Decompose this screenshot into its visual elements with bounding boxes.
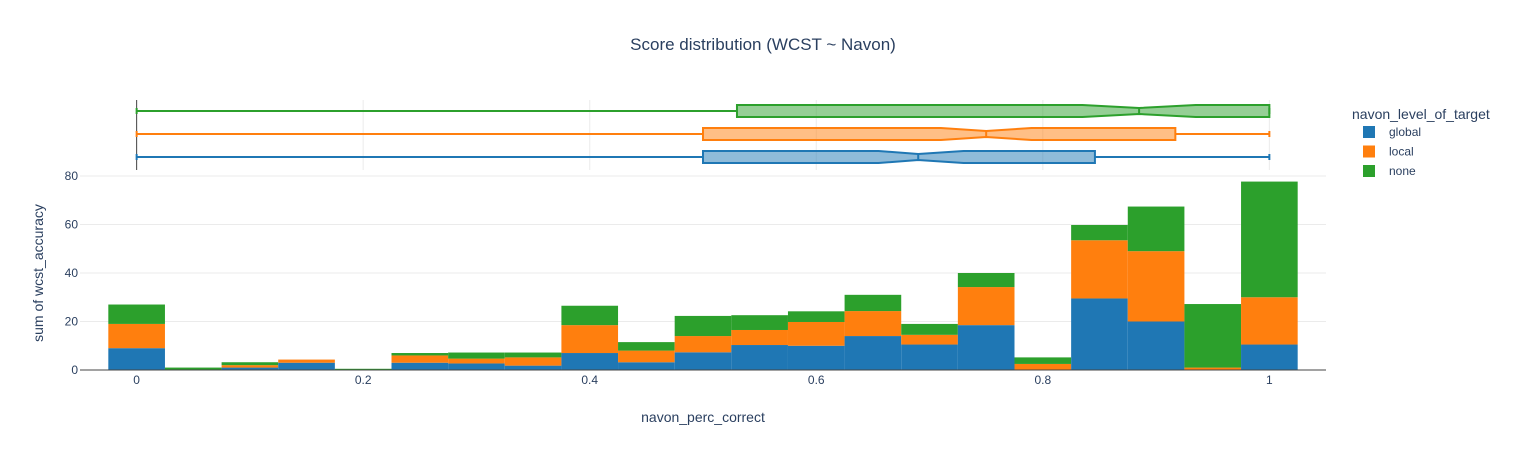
bar-local [448, 358, 505, 364]
bar-local [1184, 367, 1242, 370]
bar-local [1014, 363, 1072, 370]
boxplot-box-global [702, 150, 1096, 164]
bar-local [901, 334, 958, 345]
bar-local [278, 359, 335, 363]
bar-none [391, 353, 449, 356]
bar-none [221, 362, 279, 366]
bar-none [164, 367, 222, 370]
bar-none [787, 311, 845, 322]
bar-none [448, 352, 505, 359]
bar-none [731, 315, 788, 330]
bar-none [108, 304, 165, 324]
bar-none [901, 323, 958, 335]
bar-none [1014, 357, 1072, 364]
bar-global [618, 362, 675, 370]
marginal-boxplots [135, 104, 1271, 164]
y-tick-label: 0 [71, 363, 78, 377]
bar-local [1241, 297, 1298, 345]
bar-local [1071, 240, 1128, 299]
bar-global [504, 365, 562, 370]
bar-local [391, 355, 449, 363]
bar-global [1241, 344, 1298, 370]
bar-global [901, 344, 958, 370]
boxplot-box-local [702, 127, 1177, 141]
bar-none [1241, 181, 1298, 298]
y-tick-label: 60 [65, 218, 79, 232]
bar-local [731, 329, 788, 346]
bar-global [1127, 321, 1185, 370]
bar-local [787, 321, 845, 346]
x-tick-label: 0.4 [581, 373, 598, 387]
y-axis-ticks: 0 20 40 60 80 [65, 169, 79, 377]
chart-title: Score distribution (WCST ~ Navon) [630, 35, 896, 54]
x-axis-ticks: 0 0.2 0.4 0.6 0.8 1 [133, 373, 1273, 387]
bar-global [108, 348, 165, 370]
bar-global [674, 352, 732, 370]
bar-none [618, 342, 675, 351]
bar-none [1127, 206, 1185, 252]
bar-local [674, 336, 732, 353]
histogram-bars [108, 181, 1298, 370]
x-tick-label: 0 [133, 373, 140, 387]
bar-none [674, 315, 732, 337]
bar-global [561, 353, 619, 370]
bar-global [787, 345, 845, 370]
bar-none [844, 294, 902, 312]
x-axis-title: navon_perc_correct [641, 409, 765, 425]
y-axis-title: sum of wcst_accuracy [30, 204, 46, 342]
bar-global [1071, 298, 1128, 370]
legend-label-global: global [1389, 125, 1421, 139]
bar-local [1127, 251, 1185, 322]
bar-global [221, 367, 279, 370]
bar-none [1071, 224, 1128, 241]
bar-none [334, 368, 392, 370]
legend-swatch-global [1363, 126, 1375, 138]
bar-global [844, 336, 902, 370]
bar-none [504, 352, 562, 358]
bar-local [504, 357, 562, 366]
bar-local [561, 325, 619, 354]
x-tick-label: 1 [1266, 373, 1273, 387]
bar-global [448, 363, 505, 370]
y-tick-label: 40 [65, 266, 79, 280]
bar-local [618, 350, 675, 363]
bar-local [108, 323, 165, 349]
legend: navon_level_of_target global local none [1352, 106, 1490, 178]
legend-swatch-none [1363, 165, 1375, 177]
legend-title: navon_level_of_target [1352, 106, 1490, 122]
bar-none [561, 305, 619, 326]
bar-global [957, 325, 1015, 370]
x-tick-label: 0.2 [355, 373, 372, 387]
bar-global [278, 362, 335, 370]
x-tick-label: 0.6 [808, 373, 825, 387]
bar-none [1184, 304, 1242, 368]
legend-label-local: local [1389, 145, 1414, 159]
x-tick-label: 0.8 [1034, 373, 1051, 387]
bar-local [957, 287, 1015, 326]
bar-local [221, 365, 279, 368]
y-tick-label: 20 [65, 315, 79, 329]
bar-none [957, 273, 1015, 288]
y-tick-label: 80 [65, 169, 79, 183]
bar-global [391, 362, 449, 370]
boxplot-box-none [735, 104, 1271, 118]
legend-label-none: none [1389, 164, 1416, 178]
bar-global [731, 345, 788, 370]
legend-swatch-local [1363, 145, 1375, 158]
bar-local [844, 311, 902, 337]
